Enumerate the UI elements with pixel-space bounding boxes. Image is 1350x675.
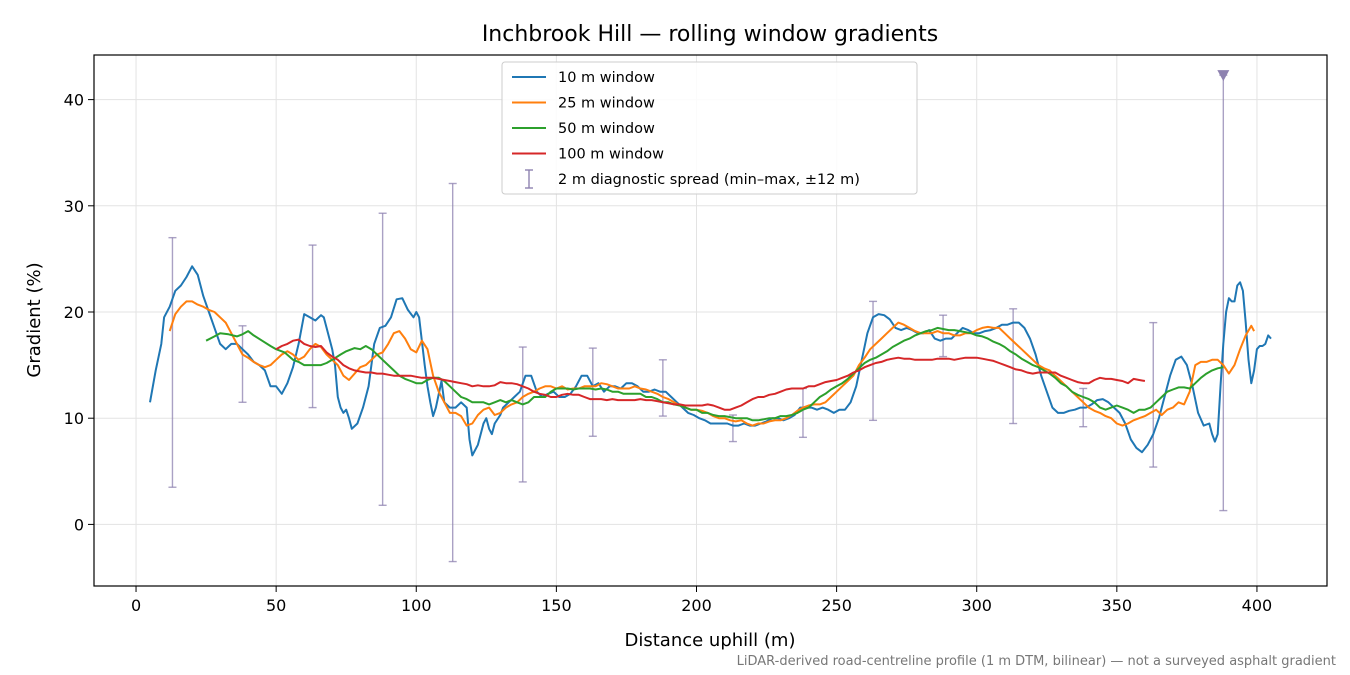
series-line — [149, 265, 1272, 457]
plot-frame — [93, 54, 1328, 587]
y-tick-label: 40 — [64, 91, 84, 110]
series-line — [205, 326, 1224, 422]
x-axis-label: Distance uphill (m) — [625, 630, 796, 651]
legend-label: 10 m window — [558, 70, 655, 86]
legend-label: 50 m window — [558, 121, 655, 137]
x-tick-label: 100 — [401, 596, 432, 615]
diagnostic-errorbar — [448, 182, 457, 563]
diagnostic-errorbar — [939, 314, 948, 358]
x-tick-label: 0 — [131, 596, 141, 615]
y-tick-label: 10 — [64, 409, 84, 428]
x-tick-label: 350 — [1102, 596, 1133, 615]
legend-box — [501, 61, 918, 195]
diagnostic-errorbar — [728, 414, 737, 443]
legend: 10 m window 25 m window 50 m window 100 m w… — [501, 61, 918, 195]
x-tick-label: 400 — [1242, 596, 1273, 615]
diagnostic-errorbar — [658, 359, 667, 417]
chart-title: Inchbrook Hill — rolling window gradient… — [482, 22, 938, 47]
y-tick-label: 20 — [64, 303, 84, 322]
diagnostic-errorbar — [1149, 321, 1158, 468]
x-tick-label: 150 — [541, 596, 572, 615]
x-tick-label: 300 — [961, 596, 992, 615]
legend-label: 100 m window — [558, 147, 664, 163]
diagnostic-errorbar — [588, 347, 597, 437]
y-axis-label: Gradient (%) — [24, 262, 45, 377]
diagnostic-errorbar — [238, 325, 247, 403]
series-line — [275, 338, 1146, 411]
x-tick-label: 250 — [821, 596, 852, 615]
legend-entries: 10 m window 25 m window 50 m window 100 m w… — [512, 70, 860, 189]
series-line — [168, 300, 1255, 427]
x-tick-label: 50 — [266, 596, 286, 615]
diagnostic-errorbar — [869, 300, 878, 422]
diagnostic-errorbar — [1009, 308, 1018, 425]
y-tick-label: 0 — [74, 515, 84, 534]
diagnostic-errorbar — [168, 236, 177, 488]
footnote: LiDAR-derived road-centreline profile (1… — [737, 654, 1336, 669]
tick-layer: 0 50 100 150 200 250 300 350 400 0 10 20 30 40 — [64, 91, 1273, 615]
diagnostic-errorbar — [308, 244, 317, 409]
series-layer — [149, 265, 1272, 457]
clipped-marker — [1217, 70, 1230, 82]
x-tick-label: 200 — [681, 596, 712, 615]
y-tick-label: 30 — [64, 197, 84, 216]
diagnostic-errorbar — [518, 346, 527, 483]
legend-label: 25 m window — [558, 96, 655, 112]
legend-label: 2 m diagnostic spread (min–max, ±12 m) — [558, 172, 860, 188]
